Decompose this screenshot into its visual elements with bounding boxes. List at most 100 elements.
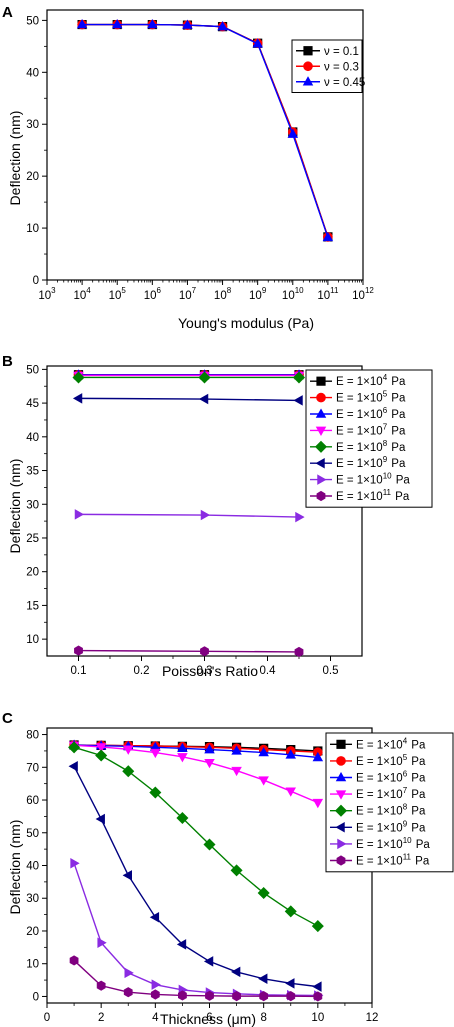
panel-label-a: A — [2, 4, 13, 21]
data-point — [176, 939, 187, 950]
x-tick-label: 1010 — [282, 286, 304, 302]
legend-marker — [315, 426, 327, 436]
data-point — [95, 743, 107, 753]
x-tick-label: 104 — [73, 286, 91, 302]
legend-box — [325, 732, 454, 873]
legend-marker — [315, 408, 327, 418]
y-tick-label: 35 — [26, 466, 39, 478]
data-point — [322, 231, 334, 242]
y-tick-label: 60 — [26, 795, 39, 807]
series-line — [82, 23, 329, 238]
x-tick-label: 4 — [152, 1012, 159, 1024]
data-point — [204, 744, 215, 754]
data-point — [111, 18, 123, 29]
legend-marker — [334, 804, 348, 817]
data-point — [74, 645, 83, 656]
legend-label: E = 1×105 Pa — [356, 753, 426, 768]
x-tick-label: 108 — [214, 286, 232, 302]
y-axis-title: Deflection (nm) — [7, 459, 23, 554]
data-point — [217, 21, 228, 31]
data-point — [72, 371, 85, 384]
data-point — [203, 838, 216, 851]
data-point — [287, 128, 299, 138]
data-point — [204, 758, 215, 769]
legend-label: ν = 0.1 — [324, 46, 359, 58]
x-tick-label: 1012 — [352, 286, 374, 302]
y-tick-label: 40 — [26, 432, 39, 444]
series-line — [74, 744, 319, 804]
data-point — [312, 751, 324, 762]
legend-label: E = 1×104 Pa — [356, 736, 426, 751]
legend-label: E = 1×107 Pa — [356, 786, 426, 801]
data-point — [203, 956, 214, 967]
y-tick-label: 20 — [26, 171, 39, 183]
legend-label: E = 1×105 Pa — [336, 390, 406, 405]
data-point — [122, 765, 135, 778]
data-point — [294, 646, 304, 658]
data-point — [205, 990, 214, 1001]
legend-label: E = 1×106 Pa — [336, 406, 406, 421]
y-axis-title: Deflection (nm) — [7, 820, 23, 915]
y-tick-label: 25 — [26, 533, 39, 545]
panel-label-c: C — [2, 710, 13, 727]
legend-marker — [336, 756, 346, 766]
series-line — [73, 862, 318, 997]
legend-marker — [335, 771, 347, 782]
panel-label-b: B — [2, 353, 13, 370]
data-point — [70, 857, 80, 869]
data-point — [96, 980, 106, 991]
legend-marker — [316, 376, 326, 386]
data-point — [123, 745, 134, 755]
x-axis-title: Thickness (μm) — [160, 1011, 256, 1027]
legend-marker — [302, 76, 314, 86]
legend-marker — [316, 490, 326, 502]
y-tick-label: 20 — [26, 567, 39, 579]
y-tick-label: 40 — [26, 861, 39, 873]
y-tick-label: 80 — [26, 730, 39, 742]
series-line — [74, 744, 318, 759]
data-point — [231, 966, 241, 978]
data-point — [122, 870, 132, 881]
data-point — [68, 761, 78, 772]
data-point — [123, 987, 133, 998]
y-tick-label: 10 — [26, 634, 39, 646]
data-point — [285, 787, 296, 797]
x-tick-label: 8 — [260, 1012, 266, 1024]
y-tick-label: 50 — [26, 15, 39, 27]
data-point — [95, 749, 108, 762]
legend-label: E = 1×106 Pa — [356, 770, 426, 785]
x-tick-label: 0 — [44, 1012, 50, 1024]
data-point — [177, 753, 188, 763]
legend-marker — [303, 61, 313, 72]
legend-box — [305, 369, 433, 508]
x-tick-label: 10 — [311, 1012, 324, 1024]
panel-a: A Deflection (nm) Young's modulus (Pa) 1… — [2, 4, 374, 331]
legend-label: E = 1×1011 Pa — [336, 488, 410, 503]
x-tick-label: 12 — [366, 1012, 379, 1024]
data-point — [74, 509, 85, 520]
data-point — [149, 786, 162, 799]
x-axis-title: Poisson's Ratio — [162, 663, 258, 679]
legend: ν = 0.1 ν = 0.3 ν = 0.45 — [291, 39, 365, 93]
legend-label: E = 1×1011 Pa — [356, 853, 430, 868]
x-axis-title: Young's modulus (Pa) — [178, 315, 314, 331]
data-point — [178, 990, 187, 1001]
data-point — [293, 395, 303, 406]
x-tick-label: 0.1 — [71, 665, 87, 677]
legend-marker — [336, 855, 346, 866]
legend-label: E = 1×109 Pa — [356, 819, 426, 834]
data-point — [150, 748, 161, 759]
y-tick-label: 10 — [26, 223, 39, 235]
legend: E = 1×104 PaE = 1×105 PaE = 1×106 PaE = … — [325, 732, 454, 873]
x-tick-label: 107 — [179, 286, 197, 302]
legend-label: E = 1×1010 Pa — [356, 836, 430, 851]
x-tick-label: 103 — [38, 286, 56, 302]
series-line — [78, 649, 300, 653]
x-tick-label: 6 — [206, 1012, 212, 1024]
data-point — [151, 979, 161, 990]
legend-label: ν = 0.45 — [324, 77, 365, 89]
data-point — [182, 19, 193, 29]
data-point — [97, 937, 107, 949]
legend-marker — [337, 838, 347, 850]
plot-frame — [46, 9, 364, 281]
